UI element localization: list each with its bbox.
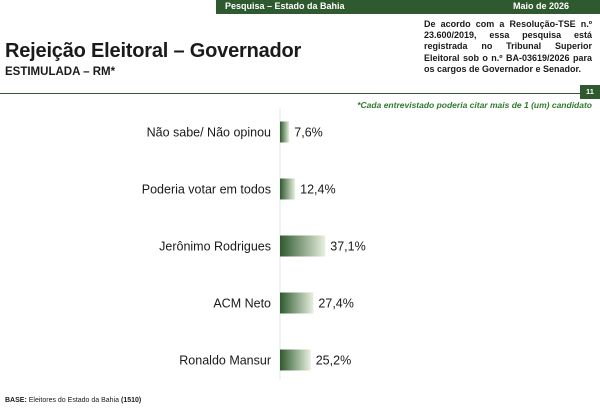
- category-label: Não sabe/ Não opinou: [147, 126, 271, 140]
- header-divider: [0, 93, 580, 94]
- value-label: 37,1%: [330, 240, 365, 254]
- category-label: Jerônimo Rodrigues: [159, 240, 271, 254]
- footnote: *Cada entrevistado poderia citar mais de…: [357, 100, 592, 110]
- value-label: 25,2%: [316, 354, 351, 368]
- bar: [280, 235, 326, 257]
- base-label: BASE:: [5, 397, 27, 404]
- page-number: 11: [580, 85, 600, 99]
- bar: [280, 178, 296, 200]
- value-label: 27,4%: [318, 297, 353, 311]
- category-label: ACM Neto: [213, 297, 271, 311]
- bar: [280, 292, 314, 314]
- bar: [280, 349, 311, 371]
- page-subtitle: ESTIMULADA – RM*: [5, 66, 116, 78]
- page-title: Rejeição Eleitoral – Governador: [5, 40, 302, 62]
- bar: [280, 121, 290, 143]
- category-label: Ronaldo Mansur: [179, 354, 271, 368]
- date-label: Maio de 2026: [513, 1, 570, 11]
- base-count: (1510): [120, 397, 142, 404]
- registration-notice: De acordo com a Resolução-TSE n.º 23.600…: [424, 19, 592, 74]
- base-note: BASE: Eleitores do Estado da Bahia (1510…: [5, 397, 141, 404]
- value-label: 12,4%: [300, 183, 335, 197]
- rejection-bar-chart: Não sabe/ Não opinou 7,6% Poderia votar em…: [142, 108, 366, 380]
- base-text: Eleitores do Estado da Bahia: [28, 397, 120, 404]
- survey-label: Pesquisa – Estado da Bahia: [225, 1, 345, 11]
- value-label: 7,6%: [294, 126, 323, 140]
- header-bar: [216, 0, 600, 14]
- category-label: Poderia votar em todos: [142, 183, 271, 197]
